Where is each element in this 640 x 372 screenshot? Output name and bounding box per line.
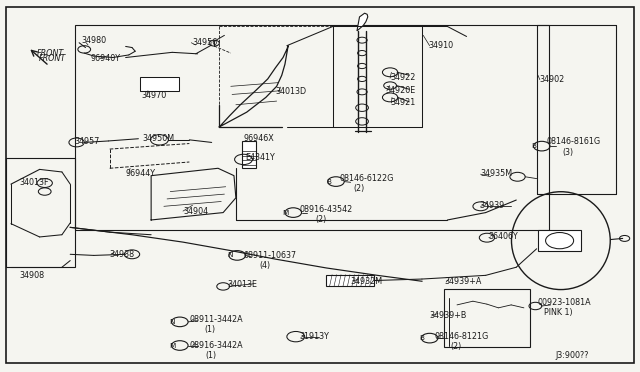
Text: 34950M: 34950M (143, 134, 175, 143)
Text: 96940Y: 96940Y (91, 54, 120, 63)
Text: 34939+A: 34939+A (444, 277, 482, 286)
Text: 08146-8121G: 08146-8121G (435, 332, 489, 341)
Text: N: N (227, 253, 232, 259)
Text: 34910: 34910 (428, 41, 454, 50)
Text: 08916-3442A: 08916-3442A (189, 341, 243, 350)
Text: 00923-1081A: 00923-1081A (538, 298, 591, 307)
Text: 34013D: 34013D (275, 87, 307, 96)
Text: M: M (169, 343, 175, 349)
Text: (3): (3) (562, 148, 573, 157)
Text: FRONT: FRONT (36, 49, 64, 58)
Text: 08911-10637: 08911-10637 (244, 251, 297, 260)
Text: 36406Y: 36406Y (489, 232, 518, 241)
Text: 34935M: 34935M (481, 169, 513, 177)
Bar (140, 77, 179, 91)
Bar (243, 141, 256, 168)
Text: 34957: 34957 (75, 137, 100, 146)
Text: (2): (2) (354, 185, 365, 193)
Text: (1): (1) (205, 350, 216, 360)
Text: 08146-6122G: 08146-6122G (339, 174, 394, 183)
Text: 96946X: 96946X (244, 134, 275, 143)
Text: 34938: 34938 (109, 250, 135, 259)
Text: 34921: 34921 (390, 99, 415, 108)
Text: 34939: 34939 (479, 201, 504, 210)
Text: 34922: 34922 (390, 73, 415, 81)
Text: B: B (532, 143, 536, 149)
Text: N: N (170, 319, 175, 325)
Text: M: M (282, 209, 289, 216)
Text: FRONT: FRONT (38, 54, 65, 63)
Text: 34013E: 34013E (228, 280, 258, 289)
Text: B: B (326, 179, 331, 185)
Bar (538, 230, 581, 251)
Text: 96944Y: 96944Y (125, 169, 156, 177)
Text: 08146-8161G: 08146-8161G (546, 137, 600, 146)
Text: 34902: 34902 (540, 75, 565, 84)
Text: (4): (4) (259, 261, 271, 270)
Text: 08911-3442A: 08911-3442A (189, 315, 243, 324)
Text: 34932M: 34932M (351, 277, 383, 286)
Text: E4341Y: E4341Y (245, 153, 275, 162)
Text: 34980: 34980 (81, 36, 106, 45)
Text: 08916-43542: 08916-43542 (300, 205, 353, 215)
Text: J3:900??: J3:900?? (556, 350, 589, 360)
Bar (6, 158, 76, 267)
Text: 34904: 34904 (183, 206, 208, 216)
Text: 34970: 34970 (141, 91, 167, 100)
Text: 31913Y: 31913Y (300, 332, 330, 341)
Bar (326, 275, 374, 286)
Text: 34920E: 34920E (386, 86, 416, 94)
Text: (2): (2) (451, 342, 462, 351)
Text: B: B (419, 335, 424, 341)
Text: (2): (2) (315, 215, 326, 224)
Bar (444, 289, 531, 347)
Bar (75, 25, 549, 230)
Text: 34908: 34908 (19, 271, 44, 280)
Polygon shape (357, 13, 368, 31)
Text: 34939+B: 34939+B (429, 311, 467, 320)
Text: 34013F: 34013F (19, 178, 49, 187)
Text: 34956: 34956 (193, 38, 218, 47)
Text: (1): (1) (204, 326, 215, 334)
Text: PINK 1): PINK 1) (544, 308, 573, 317)
